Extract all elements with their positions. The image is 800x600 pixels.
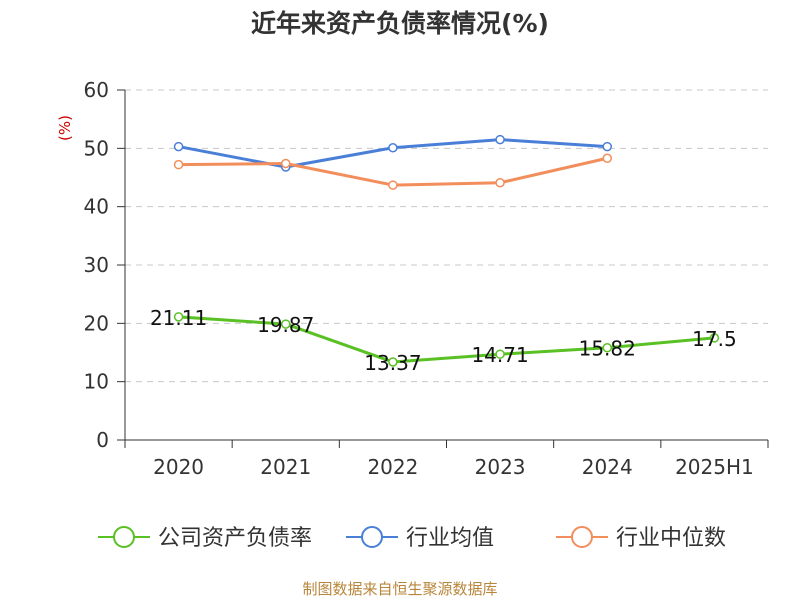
data-point [388,180,398,190]
y-tick-label: 20 [84,311,109,335]
y-tick-label: 0 [96,428,109,452]
data-point [602,342,612,353]
data-point [388,357,398,367]
y-tick-label: 40 [84,195,109,219]
data-point [388,143,398,153]
x-tick-label: 2021 [260,455,311,479]
data-label: 21.11 [150,306,207,330]
source-note: 制图数据来自恒生聚源数据库 [302,580,498,598]
y-tick-label: 30 [84,253,109,277]
x-tick-label: 2023 [475,455,526,479]
data-point [495,134,505,145]
legend-marker [571,526,593,548]
x-tick-label: 2024 [582,455,633,479]
x-tick-label: 2022 [367,455,418,479]
legend-label: 行业中位数 [616,526,726,551]
data-point [173,159,184,170]
chart-title: 近年来资产负债率情况(%) [251,9,549,38]
data-point [173,312,184,322]
data-point [602,141,612,152]
data-label: 13.37 [364,351,421,375]
y-tick-label: 10 [84,370,109,394]
data-label: 15.82 [579,337,636,361]
series-line-0 [178,315,715,364]
legend-label: 行业均值 [406,526,494,551]
data-point [281,158,291,169]
y-axis-label: (%) [56,115,74,141]
x-tick-label: 2020 [153,455,204,479]
data-point [173,141,184,152]
legend-marker [361,526,383,548]
y-tick-label: 50 [84,136,109,160]
data-label: 19.87 [257,313,314,337]
legend-label: 公司资产负债率 [158,526,312,551]
data-label: 14.71 [471,343,528,367]
data-point [709,333,720,343]
legend-marker [113,526,135,548]
data-point [281,319,291,329]
data-point [602,153,612,163]
data-point [495,178,505,188]
data-label: 17.5 [692,327,737,351]
data-point [495,349,505,359]
x-tick-label: 2025H1 [675,455,754,479]
y-tick-label: 60 [84,78,109,102]
